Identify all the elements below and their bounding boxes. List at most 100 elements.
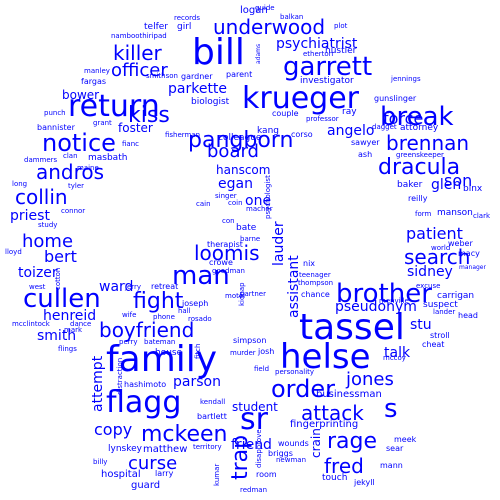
word-goodman[interactable]: goodman bbox=[212, 267, 245, 275]
word-priest[interactable]: priest bbox=[10, 208, 50, 224]
word-colleague[interactable]: colleague bbox=[218, 133, 262, 143]
word-motel[interactable]: motel bbox=[225, 292, 246, 300]
word-grant[interactable]: grant bbox=[93, 119, 112, 127]
word-girl[interactable]: girl bbox=[177, 22, 192, 32]
word-greenskeeper[interactable]: greenskeeper bbox=[396, 151, 444, 159]
word-suspect[interactable]: suspect bbox=[423, 300, 458, 310]
word-hall[interactable]: hall bbox=[178, 307, 191, 315]
word-rosado[interactable]: rosado bbox=[188, 315, 212, 323]
word-excuse[interactable]: excuse bbox=[416, 282, 441, 290]
word-binx[interactable]: binx bbox=[463, 184, 483, 194]
word-parson[interactable]: parson bbox=[173, 374, 221, 390]
word-nix[interactable]: nix bbox=[303, 259, 316, 268]
word-helse[interactable]: helse bbox=[280, 337, 371, 377]
word-man[interactable]: man bbox=[172, 261, 230, 291]
word-sawyer[interactable]: sawyer bbox=[351, 138, 380, 147]
word-hustler[interactable]: hustler bbox=[325, 46, 357, 56]
word-ash[interactable]: ash bbox=[358, 150, 373, 159]
word-loomis[interactable]: loomis bbox=[194, 241, 260, 265]
word-reilly[interactable]: reilly bbox=[408, 194, 428, 203]
word-kidnap[interactable]: kidnap bbox=[238, 282, 246, 306]
word-smithson[interactable]: smithson bbox=[146, 72, 178, 80]
word-kiss[interactable]: kiss bbox=[128, 103, 170, 128]
word-talk[interactable]: talk bbox=[384, 345, 411, 361]
word-bannister[interactable]: bannister bbox=[37, 123, 75, 132]
word-angelo[interactable]: angelo bbox=[327, 123, 375, 139]
word-partner[interactable]: partner bbox=[240, 290, 266, 298]
word-friend[interactable]: friend bbox=[231, 437, 272, 453]
word-underwood[interactable]: underwood bbox=[213, 15, 326, 39]
word-krueger[interactable]: krueger bbox=[242, 81, 360, 116]
word-matthew[interactable]: matthew bbox=[143, 444, 188, 455]
word-force[interactable]: force bbox=[383, 109, 424, 128]
word-foster[interactable]: foster bbox=[118, 121, 153, 135]
word-break[interactable]: break bbox=[380, 102, 454, 132]
word-businessman[interactable]: businessman bbox=[316, 389, 382, 400]
word-sear[interactable]: sear bbox=[386, 444, 404, 453]
word-disapprove[interactable]: disapprove bbox=[255, 429, 263, 468]
word-macher[interactable]: macher bbox=[246, 205, 273, 213]
word-balkan[interactable]: balkan bbox=[280, 13, 304, 21]
word-sr[interactable]: sr bbox=[240, 402, 268, 437]
word-clark[interactable]: clark bbox=[473, 212, 491, 220]
word-collin[interactable]: collin bbox=[15, 185, 68, 209]
word-etherton[interactable]: etherton bbox=[303, 50, 334, 58]
word-field[interactable]: field bbox=[254, 365, 270, 373]
word-killer[interactable]: killer bbox=[113, 41, 162, 65]
word-clan[interactable]: clan bbox=[63, 152, 78, 160]
word-bate[interactable]: bate bbox=[236, 223, 257, 233]
word-singer[interactable]: singer bbox=[215, 192, 237, 200]
word-stu[interactable]: stu bbox=[410, 317, 432, 333]
word-student[interactable]: student bbox=[232, 400, 278, 414]
word-hashimoto[interactable]: hashimoto bbox=[124, 380, 167, 389]
word-garrett[interactable]: garrett bbox=[283, 52, 373, 82]
word-mann[interactable]: mann bbox=[380, 461, 403, 470]
word-pseudonym[interactable]: pseudonym bbox=[335, 299, 417, 315]
word-bartlett[interactable]: bartlett bbox=[197, 412, 227, 421]
word-kang[interactable]: kang bbox=[257, 126, 279, 136]
word-study[interactable]: study bbox=[38, 221, 58, 229]
word-biologist[interactable]: biologist bbox=[191, 97, 230, 107]
word-bill[interactable]: bill bbox=[192, 32, 245, 73]
word-dammers[interactable]: dammers bbox=[24, 156, 58, 164]
word-adams[interactable]: adams bbox=[255, 43, 262, 64]
word-wounds[interactable]: wounds bbox=[278, 439, 309, 448]
word-chance[interactable]: chance bbox=[301, 290, 330, 299]
word-flings[interactable]: flings bbox=[58, 345, 77, 353]
word-joseph[interactable]: joseph bbox=[182, 299, 209, 308]
word-psychiatrist[interactable]: psychiatrist bbox=[276, 36, 358, 52]
word-attack[interactable]: attack bbox=[301, 401, 364, 425]
word-crain[interactable]: crain bbox=[309, 428, 323, 458]
word-guard[interactable]: guard bbox=[131, 480, 161, 491]
word-manley[interactable]: manley bbox=[84, 67, 110, 75]
word-personality[interactable]: personality bbox=[275, 368, 315, 376]
word-manson[interactable]: manson bbox=[437, 208, 473, 218]
word-s[interactable]: s bbox=[384, 394, 398, 424]
word-wife[interactable]: wife bbox=[122, 311, 137, 319]
word-maine[interactable]: maine bbox=[77, 164, 99, 172]
word-jennings[interactable]: jennings bbox=[391, 75, 421, 83]
word-phone[interactable]: phone bbox=[153, 313, 175, 321]
word-barne[interactable]: barne bbox=[240, 235, 261, 243]
word-mark[interactable]: mark bbox=[64, 326, 83, 334]
word-lynskey[interactable]: lynskey bbox=[108, 444, 142, 454]
word-fargas[interactable]: fargas bbox=[81, 77, 107, 86]
word-room[interactable]: room bbox=[256, 470, 277, 479]
word-mckeen[interactable]: mckeen bbox=[141, 422, 228, 447]
word-fred[interactable]: fred bbox=[324, 454, 364, 478]
word-touch[interactable]: touch bbox=[322, 473, 348, 483]
word-billy[interactable]: billy bbox=[93, 458, 108, 466]
word-professor[interactable]: professor bbox=[306, 115, 339, 123]
word-search[interactable]: search bbox=[404, 245, 471, 269]
word-ward[interactable]: ward bbox=[99, 279, 134, 295]
word-coin[interactable]: coin bbox=[228, 199, 243, 207]
word-gunslinger[interactable]: gunslinger bbox=[374, 94, 417, 103]
word-stroll[interactable]: stroll bbox=[430, 331, 450, 340]
word-weber[interactable]: weber bbox=[448, 239, 473, 248]
word-kumar[interactable]: kumar bbox=[213, 463, 221, 486]
word-attempt[interactable]: attempt bbox=[90, 355, 106, 412]
word-simpson[interactable]: simpson bbox=[233, 336, 267, 345]
word-meek[interactable]: meek bbox=[394, 435, 417, 444]
word-glen[interactable]: glen bbox=[431, 177, 462, 193]
word-corso[interactable]: corso bbox=[291, 130, 313, 139]
